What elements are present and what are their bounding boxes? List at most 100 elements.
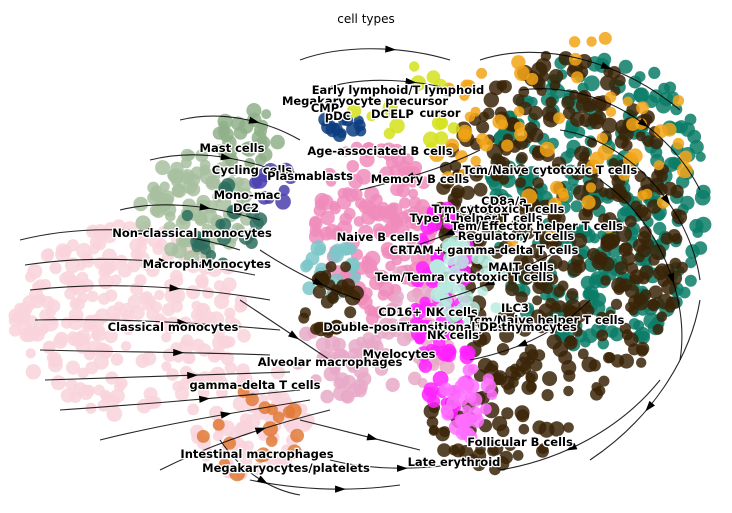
cell-point <box>309 225 322 237</box>
cell-point <box>469 167 484 182</box>
cell-point <box>133 196 148 212</box>
streamline <box>469 299 591 361</box>
cell-point <box>155 316 170 330</box>
cell-point <box>647 298 659 310</box>
cell-point <box>506 273 517 285</box>
cell-point <box>624 215 637 228</box>
cell-point <box>224 362 237 375</box>
streamline-arrow <box>173 348 185 357</box>
cell-point <box>222 135 237 150</box>
cell-point <box>538 421 555 438</box>
cell-point <box>122 324 134 335</box>
cell-type-label: Early lymphoid/T lymphoid <box>312 83 485 97</box>
cell-point <box>165 211 176 222</box>
cell-point <box>272 411 285 424</box>
streamline-arrow <box>443 228 456 236</box>
cell-point <box>580 275 595 290</box>
streamline <box>359 149 481 191</box>
cell-point <box>102 228 117 244</box>
cell-point <box>674 120 688 134</box>
cell-point <box>648 285 663 300</box>
cell-point <box>532 177 544 189</box>
streamline <box>499 379 661 471</box>
cell-point <box>616 189 628 201</box>
cell-point <box>684 113 697 126</box>
cell-point <box>676 261 688 274</box>
cell-point <box>660 232 673 245</box>
cell-point <box>325 261 337 273</box>
cell-point <box>108 261 119 272</box>
cell-point <box>240 454 253 467</box>
cell-point <box>25 348 36 359</box>
cell-type-label: Monocytes <box>201 257 271 271</box>
cell-point <box>459 426 473 440</box>
cell-point <box>542 371 558 387</box>
cell-point <box>456 270 468 283</box>
cell-point <box>245 205 260 220</box>
cell-point <box>571 167 585 181</box>
cell-point <box>320 210 335 226</box>
cell-point <box>426 204 443 221</box>
cell-point <box>441 201 454 215</box>
cell-point <box>570 200 583 213</box>
cell-type-label: Transitional DP thymocytes <box>399 320 577 334</box>
streamline-arrow <box>198 395 211 403</box>
cell-point <box>237 329 251 343</box>
streamline <box>589 299 701 461</box>
cell-point <box>367 204 383 221</box>
cell-point <box>333 385 349 402</box>
cell-point <box>518 86 530 98</box>
cell-point <box>161 361 172 372</box>
velocity-streamlines <box>19 45 701 496</box>
cell-point <box>396 183 410 198</box>
cell-point <box>611 277 627 294</box>
cell-point <box>215 162 227 173</box>
cell-point <box>684 274 697 287</box>
cell-point <box>458 378 474 394</box>
cell-point <box>370 193 383 206</box>
cell-point <box>632 294 649 311</box>
cell-point <box>469 413 485 428</box>
streamline-arrow <box>600 61 612 70</box>
cell-point <box>275 194 291 210</box>
cell-point <box>49 262 62 275</box>
cell-point <box>39 279 52 291</box>
cell-point <box>364 339 380 355</box>
cell-point <box>195 149 209 163</box>
cell-point <box>278 162 294 179</box>
cell-point <box>381 210 394 223</box>
cell-point <box>106 406 123 422</box>
cell-point <box>633 87 650 104</box>
cell-type-label: DC <box>371 107 389 121</box>
cell-point <box>408 196 422 210</box>
cell-point <box>110 274 122 286</box>
cell-point <box>115 377 128 390</box>
cell-point <box>439 161 452 174</box>
cell-type-label: cursor <box>419 106 460 120</box>
cell-point <box>344 306 357 319</box>
cell-point <box>563 422 574 433</box>
cell-type-label: Intestinal macrophages <box>180 447 333 461</box>
cell-point <box>147 233 163 248</box>
streamline <box>219 439 301 496</box>
cell-point <box>228 166 239 177</box>
cell-point <box>630 200 642 212</box>
cell-point <box>135 215 151 231</box>
cell-point <box>233 177 245 188</box>
cell-point <box>614 261 628 275</box>
cell-point <box>461 405 472 415</box>
streamline <box>159 409 331 471</box>
cell-point <box>197 343 212 357</box>
cell-point <box>299 326 314 342</box>
cell-point <box>205 175 221 191</box>
cell-point <box>470 155 481 167</box>
cell-point <box>169 269 183 283</box>
cell-point <box>490 302 502 314</box>
cell-point <box>92 327 107 342</box>
cell-point <box>182 179 198 195</box>
cell-point <box>87 340 103 356</box>
cell-point <box>251 130 267 146</box>
cell-point <box>603 222 614 234</box>
cell-point <box>490 154 506 170</box>
